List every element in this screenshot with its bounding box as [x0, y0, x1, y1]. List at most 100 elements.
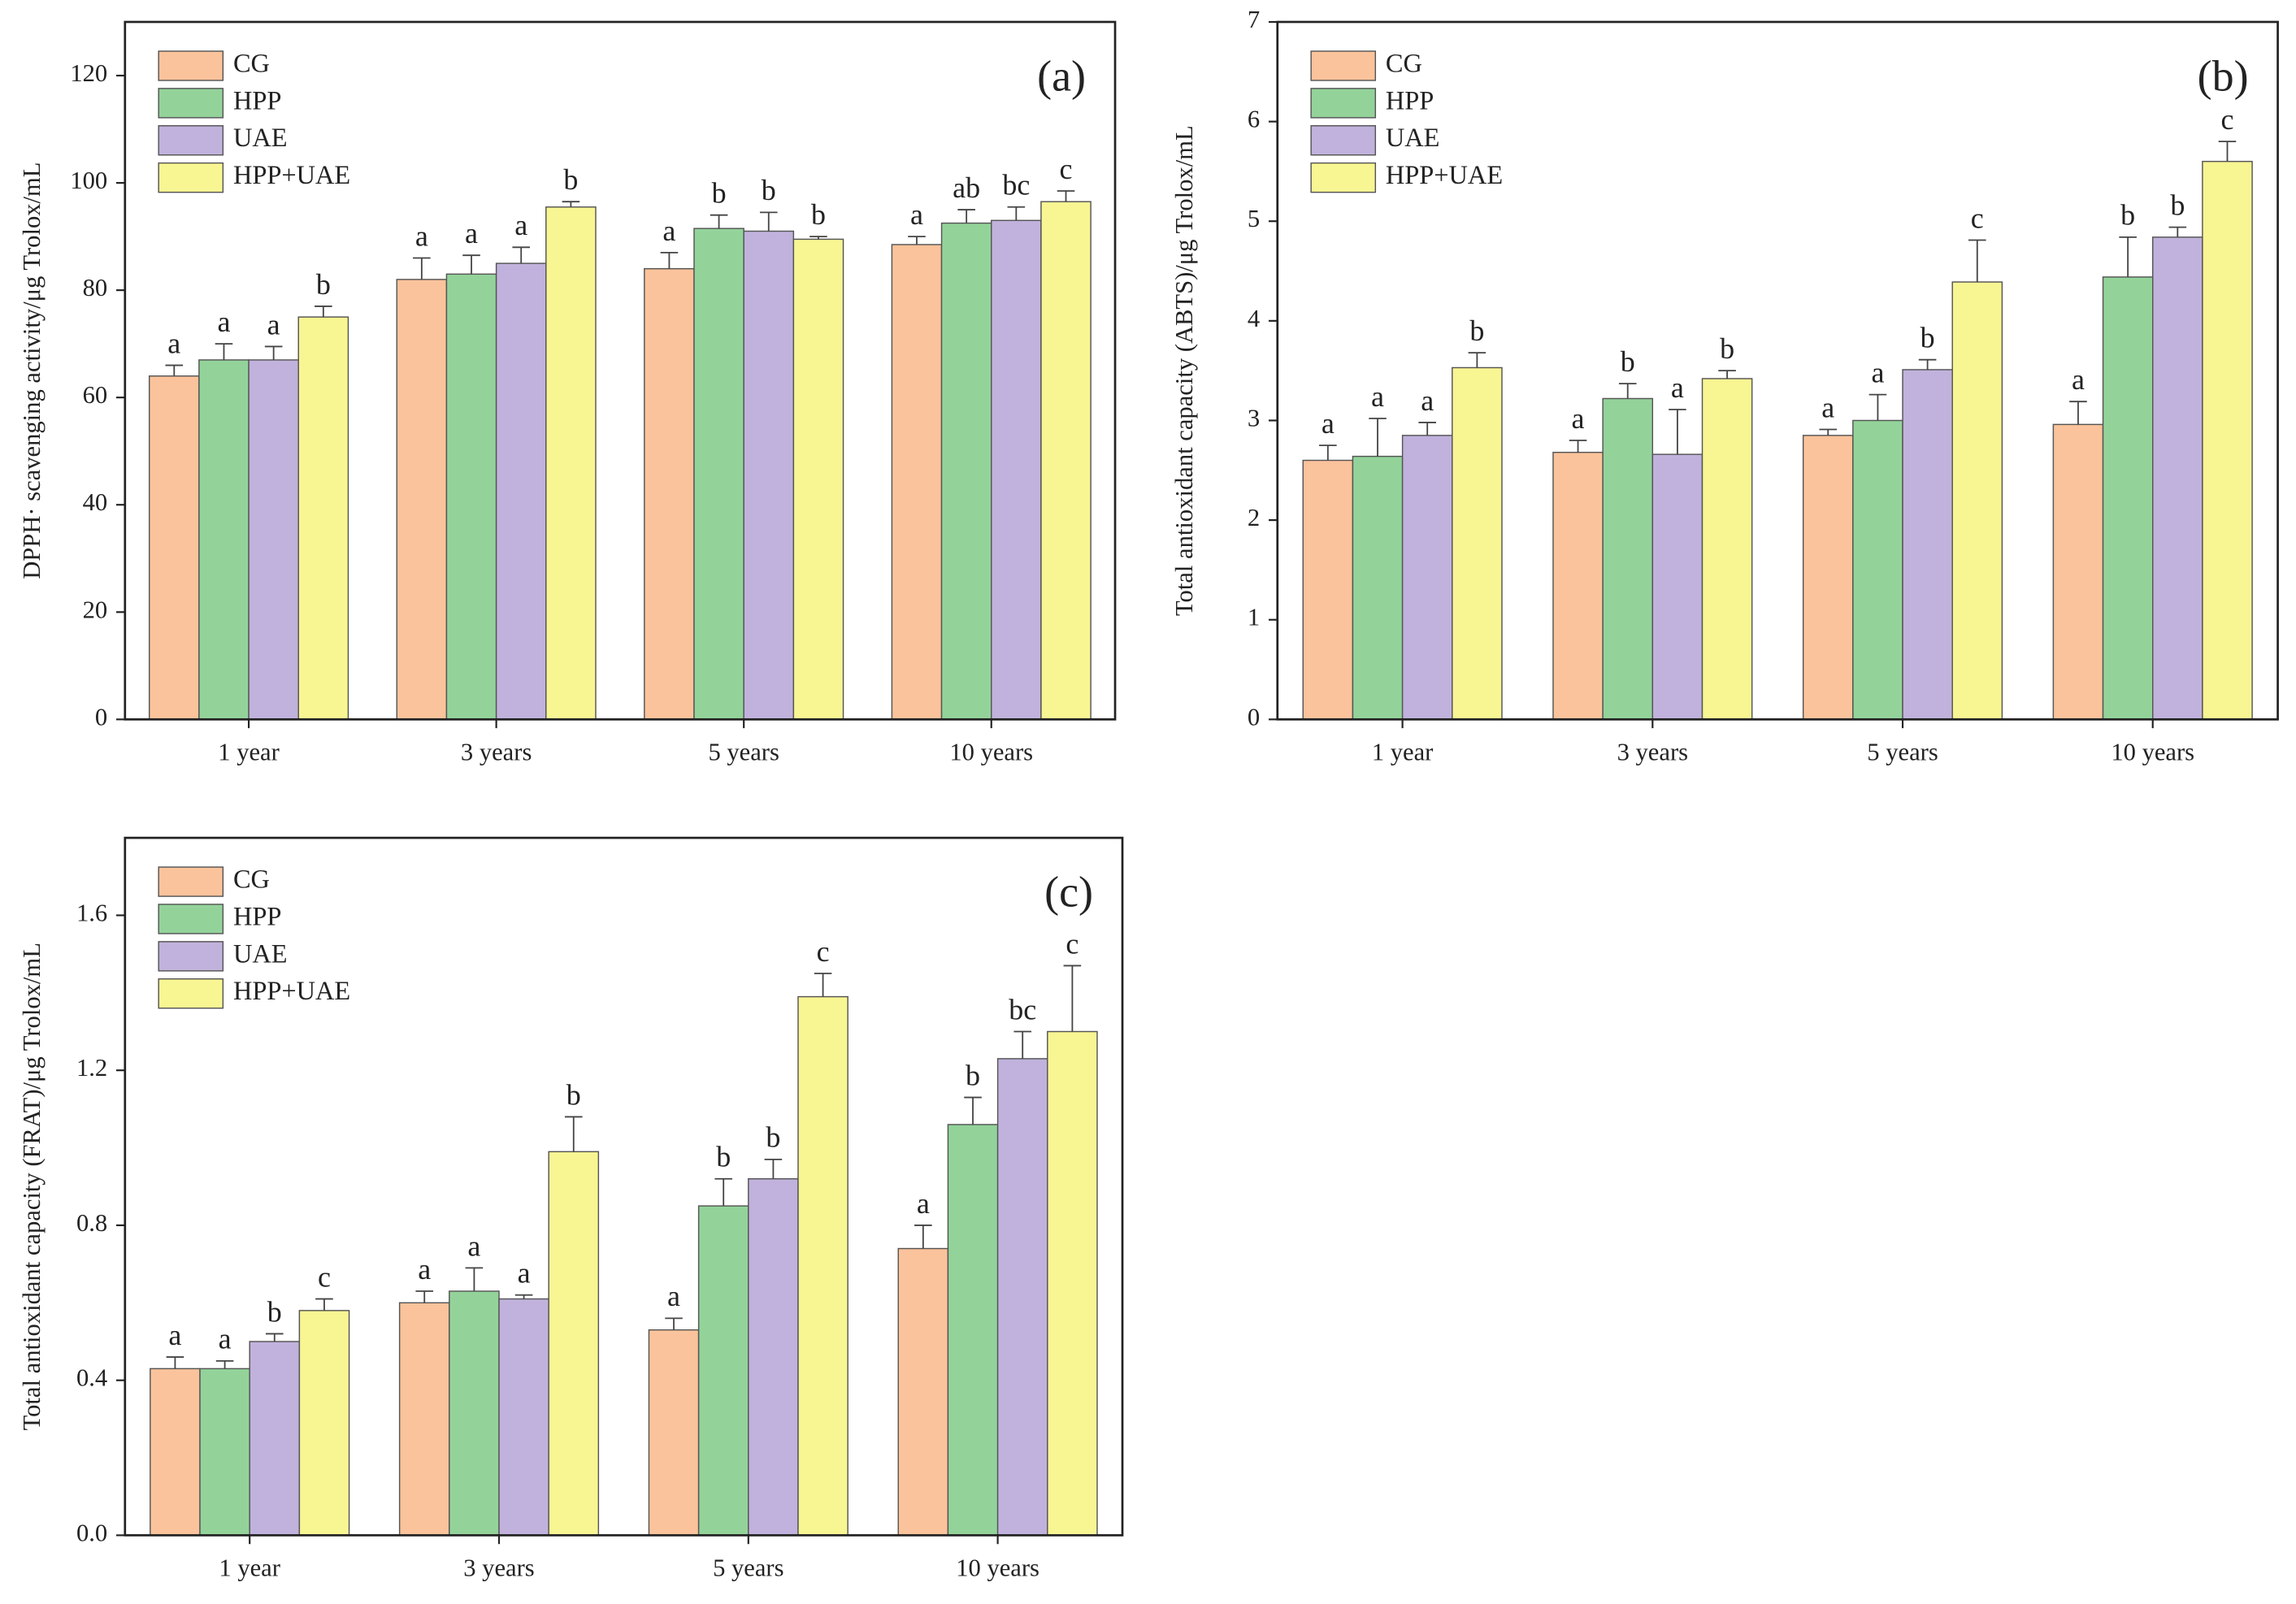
y-tick-label: 6: [1248, 106, 1260, 133]
error-bar: [215, 343, 233, 360]
bar: [1902, 369, 1953, 721]
bar: [1852, 419, 1903, 721]
error-bar: [1868, 393, 1887, 421]
panel-label: (b): [2198, 51, 2249, 100]
significance-letter: b: [1921, 322, 1935, 354]
bar: [1040, 201, 1092, 721]
x-tick-label: 10 years: [949, 739, 1033, 766]
bar: [748, 1177, 799, 1537]
legend-label: CG: [233, 865, 270, 895]
significance-letter: a: [418, 1253, 431, 1285]
significance-letter: c: [2221, 103, 2234, 136]
bar: [396, 279, 448, 721]
significance-letter: b: [563, 163, 578, 196]
bar: [1651, 453, 1704, 721]
legend-swatch: [158, 50, 224, 81]
error-bar: [564, 1116, 583, 1152]
significance-letter: c: [1066, 927, 1079, 960]
y-tick-label: 100: [70, 167, 107, 194]
significance-letter: a: [465, 217, 478, 249]
x-tick-label: 1 year: [219, 1554, 280, 1582]
error-bar: [1819, 428, 1838, 436]
x-tick-label: 1 year: [1372, 739, 1434, 766]
y-tick-label: 40: [83, 488, 108, 516]
error-bar: [759, 211, 778, 232]
error-bar: [1007, 206, 1026, 221]
bar: [398, 1302, 450, 1537]
bar: [1047, 1030, 1098, 1537]
x-tick-label: 5 years: [713, 1554, 783, 1582]
bar: [947, 1124, 999, 1537]
y-tick-label: 0.8: [76, 1209, 107, 1237]
error-bar: [1669, 409, 1686, 455]
y-tick-label: 1.2: [76, 1054, 107, 1082]
significance-letter: a: [219, 1323, 232, 1355]
legend-label: UAE: [233, 939, 288, 969]
y-tick-label: 120: [70, 59, 107, 87]
y-tick-label: 1.6: [76, 899, 107, 926]
x-tick-label: 10 years: [2111, 739, 2194, 766]
error-bar: [315, 306, 332, 318]
bar: [249, 1341, 301, 1537]
error-bar: [166, 1356, 184, 1369]
panel-label: (c): [1044, 867, 1093, 916]
legend-label: HPP: [233, 902, 281, 931]
error-bar: [1618, 383, 1637, 399]
legend-swatch: [158, 978, 224, 1009]
significance-letter: a: [518, 1257, 531, 1290]
error-bar: [264, 345, 283, 360]
error-bar: [265, 1333, 284, 1342]
significance-letter: c: [1060, 153, 1073, 185]
bar: [1951, 281, 2003, 721]
x-tick-label: 5 years: [1867, 739, 1938, 766]
error-bar: [914, 1225, 932, 1249]
significance-letter: a: [1322, 407, 1335, 440]
bar: [1352, 455, 1404, 721]
legend-label: HPP+UAE: [233, 977, 350, 1006]
error-bar: [957, 209, 975, 223]
y-tick-label: 3: [1248, 404, 1260, 431]
y-tick-label: 20: [83, 596, 108, 623]
bar: [498, 1298, 549, 1537]
y-tick-label: 0: [1248, 703, 1260, 730]
bar: [1452, 366, 1503, 721]
significance-letter: b: [811, 198, 826, 231]
bar: [991, 219, 1042, 721]
error-bar: [2119, 236, 2137, 277]
bar: [445, 273, 497, 721]
bar: [198, 359, 250, 721]
error-bar: [415, 1290, 434, 1303]
error-bar: [1569, 440, 1587, 453]
significance-letter: a: [467, 1229, 480, 1262]
bar: [1802, 435, 1854, 721]
significance-letter: a: [168, 1319, 181, 1351]
significance-letter: a: [1371, 380, 1384, 413]
y-tick-label: 7: [1248, 6, 1260, 33]
bar: [2202, 160, 2253, 721]
error-bar: [1063, 965, 1082, 1032]
y-tick-label: 0.4: [76, 1364, 107, 1392]
significance-letter: bc: [1002, 169, 1030, 202]
bar: [891, 244, 943, 721]
significance-letter: b: [2170, 189, 2185, 221]
significance-letter: b: [316, 268, 331, 301]
significance-letter: b: [1621, 345, 1635, 378]
plot-frame: [1276, 20, 2279, 721]
y-tick-label: 80: [83, 274, 108, 301]
plot-frame: [124, 836, 1124, 1537]
y-tick-label: 0: [95, 703, 107, 730]
error-bar: [2168, 226, 2187, 237]
significance-letter: b: [267, 1295, 282, 1328]
bar: [797, 995, 849, 1537]
panel-label: (a): [1037, 51, 1086, 100]
bar: [297, 316, 349, 721]
x-tick-label: 1 year: [218, 739, 280, 766]
x-tick-label: 3 years: [1617, 739, 1688, 766]
significance-letter: a: [217, 306, 230, 338]
error-bar: [2069, 401, 2087, 425]
significance-letter: b: [1469, 314, 1484, 347]
bar: [1302, 459, 1354, 721]
legend-swatch: [1310, 50, 1377, 81]
bar: [150, 1368, 201, 1537]
legend-swatch: [158, 162, 224, 193]
